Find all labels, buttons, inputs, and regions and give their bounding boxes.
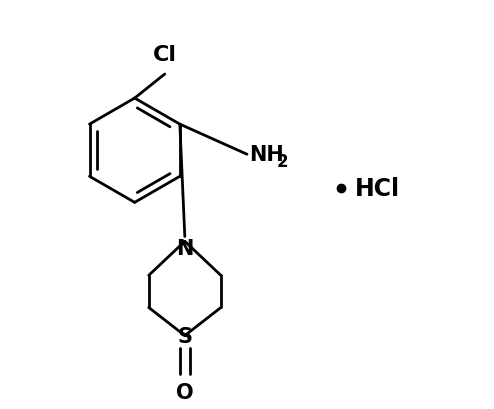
Text: S: S	[177, 326, 192, 346]
Text: NH: NH	[249, 145, 284, 165]
Text: 2: 2	[276, 153, 288, 171]
Text: Cl: Cl	[153, 45, 177, 65]
Text: HCl: HCl	[355, 177, 401, 201]
Text: O: O	[176, 382, 194, 402]
Text: N: N	[176, 239, 194, 259]
